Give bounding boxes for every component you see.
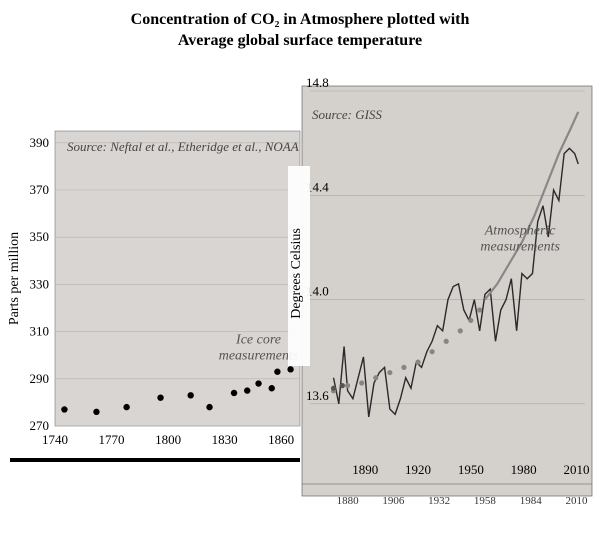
left-ytick: 390 [30, 134, 50, 149]
right-xtick-top: 1980 [511, 462, 537, 477]
co2-dot [468, 317, 473, 322]
right-xtick-top: 1890 [352, 462, 378, 477]
left-ytick: 270 [30, 418, 50, 433]
right-xtick-top: 2010 [563, 462, 589, 477]
co2-dot [373, 375, 378, 380]
co2-dot [387, 370, 392, 375]
title-line-1: Concentration of CO₂ in Atmosphere plott… [131, 11, 470, 28]
ice-core-point [187, 392, 193, 398]
ice-core-label-2: measurements [219, 348, 299, 363]
right-xtick-bottom: 1932 [428, 495, 450, 507]
co2-dot [345, 383, 350, 388]
left-source-label: Source: Neftal et al., Etheridge et al.,… [67, 139, 299, 154]
chart-title: Concentration of CO₂ in Atmosphere plott… [0, 0, 600, 56]
chart-svg: 270 290 310 330 350 370 390 1740 1770 1800 1830 186… [0, 56, 600, 546]
right-xtick-bottom: 1958 [474, 495, 497, 507]
right-xtick-top: 1920 [405, 462, 431, 477]
ice-core-point [93, 408, 99, 414]
ice-core-point [206, 404, 212, 410]
co2-dot [359, 380, 364, 385]
right-xtick-bottom: 1984 [520, 495, 543, 507]
ice-core-point [231, 389, 237, 395]
ice-core-point [287, 366, 293, 372]
right-xtick-top: 1950 [458, 462, 484, 477]
ice-core-point [274, 368, 280, 374]
left-ytick: 290 [30, 370, 50, 385]
ice-core-point [157, 394, 163, 400]
chart-area: 270 290 310 330 350 370 390 1740 1770 1800 1830 186… [0, 56, 600, 536]
left-xtick: 1800 [155, 432, 181, 447]
co2-dot [477, 307, 482, 312]
co2-dot [401, 364, 406, 369]
right-source-label: Source: GISS [312, 107, 382, 122]
svg-text:Degrees Celsius: Degrees Celsius [289, 228, 304, 319]
bridge-dot [340, 383, 345, 388]
ice-core-point [244, 387, 250, 393]
left-xtick: 1830 [212, 432, 238, 447]
co2-dot [415, 359, 420, 364]
left-xtick: 1860 [268, 432, 294, 447]
bridge-dot [331, 385, 336, 390]
atm-label-1: Atmospheric [484, 223, 557, 238]
left-xtick: 1770 [99, 432, 125, 447]
left-ytick: 370 [30, 182, 50, 197]
left-xtick: 1740 [42, 432, 68, 447]
right-ytick: 13.6 [306, 387, 329, 402]
right-xtick-bottom: 1880 [337, 495, 360, 507]
ice-core-point [255, 380, 261, 386]
right-xtick-bottom: 2010 [565, 495, 588, 507]
ice-core-point [61, 406, 67, 412]
title-line-2: Average global surface temperature [178, 32, 422, 49]
right-xtick-bottom: 1906 [382, 495, 405, 507]
ice-core-label: Ice core [235, 332, 281, 347]
atm-label-2: measurements [480, 239, 560, 254]
ice-core-point [269, 385, 275, 391]
left-ytick: 350 [30, 229, 50, 244]
right-plot-bg [302, 86, 592, 496]
co2-dot [444, 338, 449, 343]
left-ytick: 310 [30, 323, 50, 338]
right-ytick: 14.8 [306, 75, 329, 90]
co2-dot [458, 328, 463, 333]
left-y-label: Parts per million [7, 231, 22, 324]
co2-dot [430, 349, 435, 354]
left-plot-bg [55, 131, 300, 426]
left-ytick: 330 [30, 276, 50, 291]
ice-core-point [123, 404, 129, 410]
